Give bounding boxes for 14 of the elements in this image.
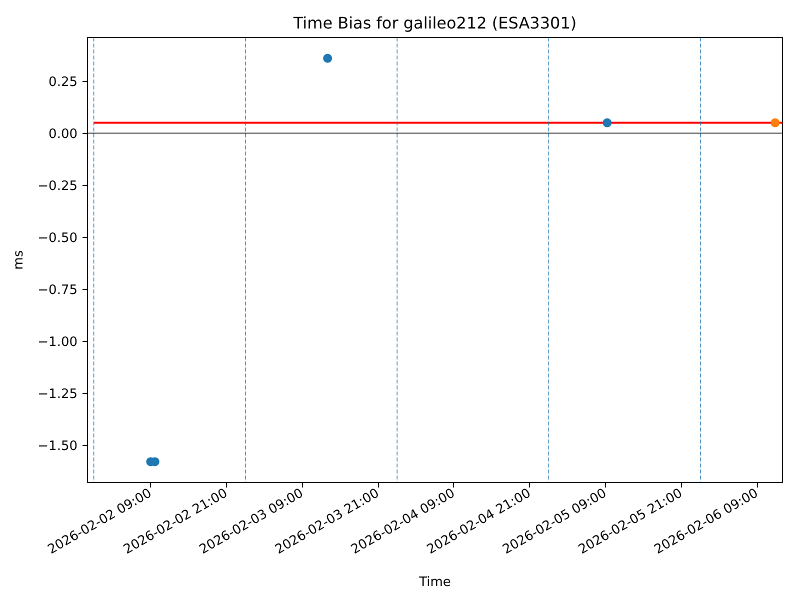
chart-title: Time Bias for galileo212 (ESA3301) (292, 14, 577, 32)
y-tick-label: 0.25 (48, 75, 78, 90)
y-tick-label: −1.00 (38, 335, 78, 350)
y-tick-label: −0.75 (38, 283, 78, 298)
y-tick-label: −0.25 (38, 179, 78, 194)
y-tick-label: −1.25 (38, 387, 78, 402)
y-tick-label: −1.50 (38, 439, 78, 454)
y-axis-title: ms (12, 250, 27, 270)
y-tick-label: 0.00 (48, 127, 78, 142)
point (323, 54, 332, 63)
x-axis-title: Time (418, 575, 451, 590)
point (770, 118, 780, 128)
point (602, 118, 612, 128)
y-tick-label: −0.50 (38, 231, 78, 246)
